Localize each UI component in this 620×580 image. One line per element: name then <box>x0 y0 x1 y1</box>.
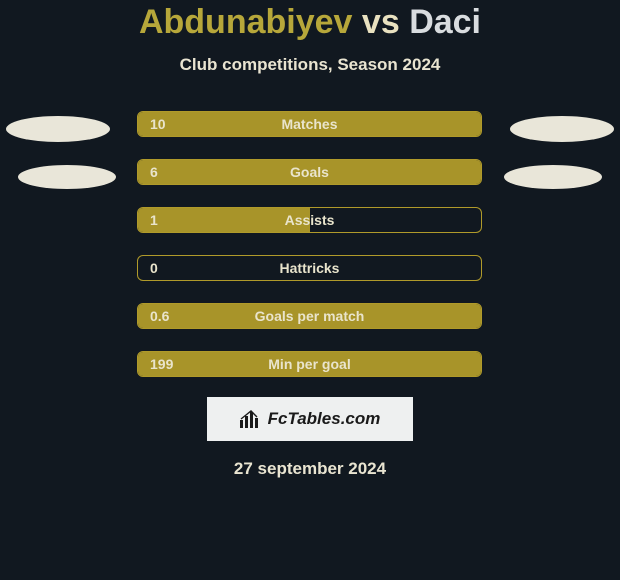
player-a-name: Abdunabiyev <box>139 3 352 41</box>
brand-badge: FcTables.com <box>207 397 413 441</box>
player-a-marker <box>6 116 110 142</box>
player-a-marker <box>18 165 116 189</box>
player-b-marker <box>510 116 614 142</box>
stat-row: 0.6Goals per match <box>0 303 620 331</box>
player-b-marker <box>504 165 602 189</box>
stat-label: Goals <box>137 159 482 185</box>
date-text: 27 september 2024 <box>0 459 620 479</box>
comparison-card: Abdunabiyev vs Daci Club competitions, S… <box>0 0 620 580</box>
stat-label: Min per goal <box>137 351 482 377</box>
brand-text: FcTables.com <box>268 409 381 429</box>
stat-label: Matches <box>137 111 482 137</box>
stat-row: 1Assists <box>0 207 620 235</box>
stat-label: Hattricks <box>137 255 482 281</box>
stat-row: 0Hattricks <box>0 255 620 283</box>
bar-chart-icon <box>240 410 262 428</box>
stat-row: 10Matches <box>0 111 620 139</box>
stat-label: Goals per match <box>137 303 482 329</box>
stat-row: 199Min per goal <box>0 351 620 379</box>
player-b-name: Daci <box>409 3 481 41</box>
vs-text: vs <box>362 3 400 41</box>
stat-row: 6Goals <box>0 159 620 187</box>
stat-rows: 10Matches 6Goals 1Assists 0Hattricks 0.6Goal… <box>0 111 620 379</box>
page-title: Abdunabiyev vs Daci <box>0 4 620 41</box>
subtitle: Club competitions, Season 2024 <box>0 55 620 75</box>
stat-label: Assists <box>137 207 482 233</box>
